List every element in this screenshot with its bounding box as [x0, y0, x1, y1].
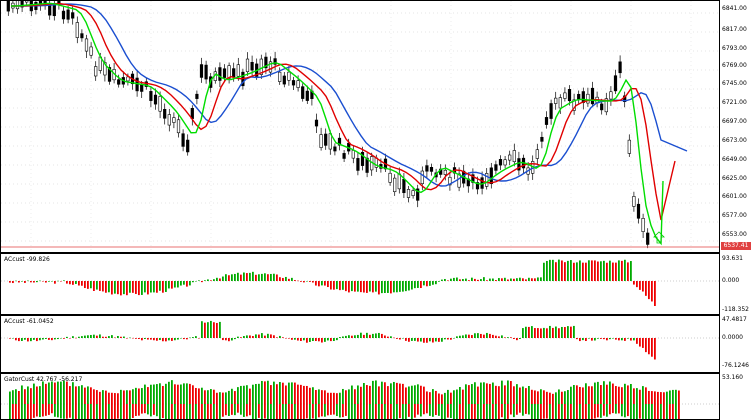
- ac-histogram-1: [1, 259, 719, 306]
- scale-label: 47.4817: [722, 316, 747, 323]
- gator-histogram: [1, 380, 719, 419]
- scale-label: 53.160: [722, 374, 743, 381]
- price-scale: 6841.00 6817.00 6793.00 6769.00 6745.00 …: [720, 0, 752, 253]
- scale-label: -118.352: [722, 306, 749, 313]
- ac-indicator-pane-1[interactable]: ACcust -99.826: [0, 253, 720, 315]
- scale-label: 0.0000: [722, 334, 743, 341]
- price-label: 6841.00: [722, 5, 747, 12]
- ind2-scale: 47.4817 0.0000 -76.1246: [720, 315, 752, 373]
- price-label: 6745.00: [722, 80, 747, 87]
- price-label: 6721.00: [722, 99, 747, 106]
- price-label: 6817.00: [722, 26, 747, 33]
- ind3-scale: 53.160: [720, 373, 752, 420]
- gator-indicator-pane[interactable]: GatorCust 42.767 -56.217: [0, 373, 720, 420]
- indicator-label: GatorCust 42.767 -56.217: [4, 376, 83, 383]
- scale-label: 93.631: [722, 255, 743, 262]
- price-label: 6697.00: [722, 118, 747, 125]
- price-label: 6793.00: [722, 45, 747, 52]
- price-label: 6601.00: [722, 193, 747, 200]
- price-label: 6577.00: [722, 212, 747, 219]
- price-label: 6673.00: [722, 137, 747, 144]
- price-label: 6769.00: [722, 62, 747, 69]
- scale-label: 0.000: [722, 277, 740, 284]
- indicator-label: ACcust -99.826: [4, 256, 50, 263]
- price-label: 6649.00: [722, 156, 747, 163]
- price-label: 6625.00: [722, 175, 747, 182]
- ac-indicator-pane-2[interactable]: ACcust -61.0452: [0, 315, 720, 373]
- main-chart-pane[interactable]: [0, 0, 720, 253]
- current-price-tag: 6537.41: [721, 242, 751, 250]
- price-chart: [1, 1, 719, 252]
- ac-histogram-2: [1, 320, 719, 360]
- price-label: 6553.00: [722, 231, 747, 238]
- indicator-label: ACcust -61.0452: [4, 318, 54, 325]
- scale-label: -76.1246: [722, 362, 749, 369]
- ind1-scale: 93.631 0.000 -118.352: [720, 253, 752, 315]
